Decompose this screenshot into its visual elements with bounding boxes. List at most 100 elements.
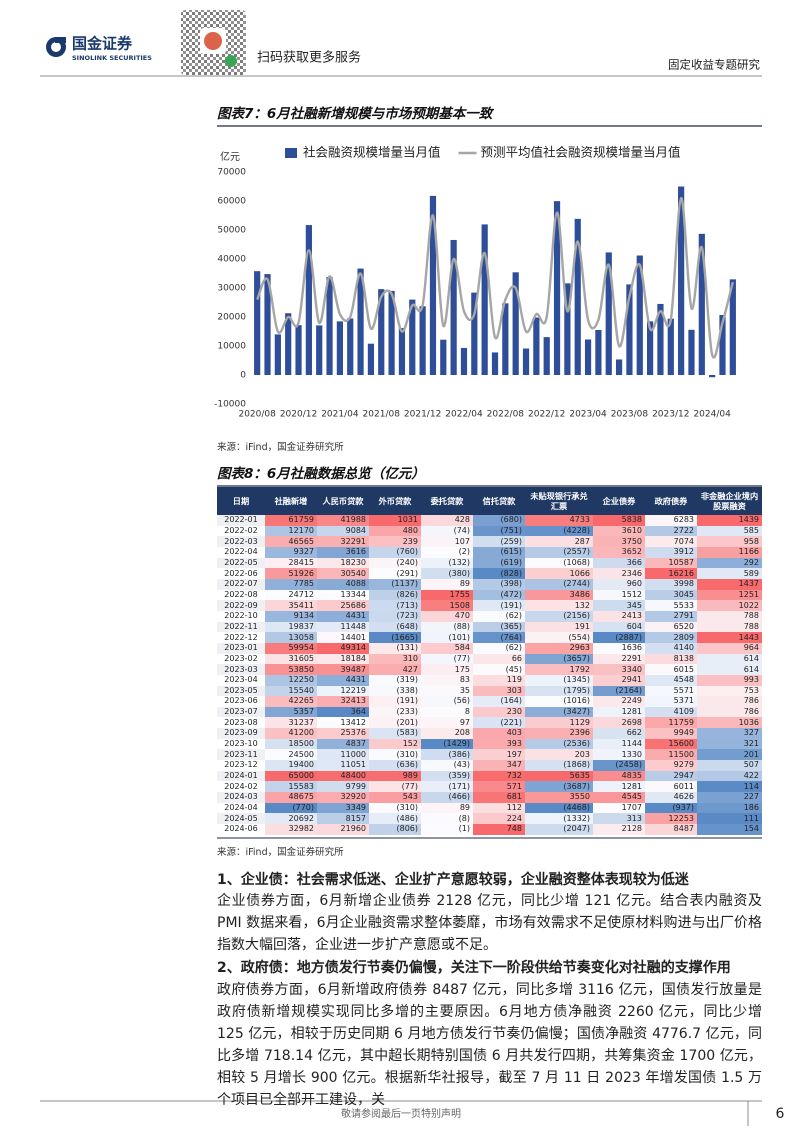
value-cell: 201	[697, 749, 762, 761]
value-cell: (466)	[421, 792, 473, 803]
value-cell: 345	[593, 600, 645, 611]
value-cell: 5533	[645, 600, 697, 611]
y-tick-label: 30000	[217, 284, 246, 294]
value-cell: 15540	[265, 685, 317, 697]
section-body: 政府债券方面，6月新增政府债券 8487 亿元，同比多增 3116 亿元，国债发…	[217, 982, 762, 1108]
value-cell: (770)	[265, 802, 317, 814]
value-cell: (319)	[369, 674, 421, 686]
y-tick-label: 60000	[217, 197, 246, 207]
value-cell: 4837	[317, 738, 369, 750]
value-cell: 366	[593, 557, 645, 569]
value-cell: (3657)	[525, 653, 593, 665]
value-cell: (77)	[421, 653, 473, 665]
value-cell: 993	[697, 674, 762, 686]
value-cell: (171)	[421, 781, 473, 793]
bar	[657, 303, 664, 375]
bar	[316, 325, 323, 375]
value-cell: (3427)	[525, 706, 593, 718]
date-cell: 2023-10	[217, 738, 265, 750]
value-cell: (2557)	[525, 546, 593, 558]
value-cell: 1129	[525, 717, 593, 729]
value-cell: 786	[697, 696, 762, 707]
value-cell: (233)	[369, 706, 421, 718]
value-cell: (4468)	[525, 802, 593, 814]
bar	[502, 303, 509, 375]
date-cell: 2022-04	[217, 546, 265, 558]
value-cell: 3912	[645, 546, 697, 558]
value-cell: 8487	[645, 824, 697, 835]
report-type: 固定收益专题研究	[668, 58, 760, 72]
table-header-cell: 外币贷款	[369, 487, 421, 515]
value-cell: 11448	[317, 621, 369, 633]
value-cell: 585	[697, 525, 762, 537]
bar	[429, 195, 437, 375]
value-cell: (310)	[369, 749, 421, 761]
value-cell: 32920	[317, 792, 369, 803]
value-cell: (380)	[421, 568, 473, 579]
x-tick-label: 2023/04	[569, 410, 607, 420]
value-cell: (338)	[369, 685, 421, 697]
value-cell: (1137)	[369, 578, 421, 590]
bar	[584, 339, 592, 375]
value-cell: (486)	[369, 813, 421, 825]
date-cell: 2022-01	[217, 515, 265, 526]
value-cell: 403	[473, 728, 525, 739]
bar	[678, 186, 685, 375]
bar	[595, 329, 602, 375]
legend-label: 社会融资规模增量当月值	[303, 145, 441, 160]
table-header-cell: 企业债券	[593, 487, 645, 515]
y-tick-label: -10000	[214, 400, 246, 410]
table-header-cell: 人民币贷款	[317, 487, 369, 515]
value-cell: 32982	[265, 824, 317, 835]
date-cell: 2022-02	[217, 525, 265, 537]
table-row: 2023-10 18500 4837 152 (1429) 393 (2536) 1144 15…	[217, 738, 762, 750]
value-cell: (359)	[421, 770, 473, 782]
table-row: 2023-08 31237 13412 (201) 97 (221) 1129 2698 117…	[217, 717, 762, 729]
value-cell: 393	[473, 738, 525, 750]
value-cell: 480	[369, 525, 421, 537]
section-body: 企业债券方面，6月新增企业债券 2128 亿元，同比少增 121 亿元。结合表内…	[217, 893, 762, 953]
bar	[709, 375, 716, 378]
value-cell: 347	[473, 760, 525, 771]
value-cell: 1437	[697, 578, 762, 590]
value-cell: (191)	[369, 696, 421, 707]
value-cell: 788	[697, 621, 762, 633]
value-cell: (764)	[473, 632, 525, 643]
date-cell: 2024-06	[217, 824, 265, 835]
value-cell: 41200	[265, 728, 317, 739]
value-cell: 422	[697, 770, 762, 782]
value-cell: (132)	[421, 557, 473, 569]
value-cell: 18230	[317, 557, 369, 569]
value-cell: 5838	[593, 515, 645, 526]
value-cell: (2458)	[593, 760, 645, 771]
bar	[419, 306, 426, 375]
value-cell: 239	[369, 536, 421, 547]
table-row: 2023-11 24500 11000 (310) (386) 197 203 1330 115…	[217, 749, 762, 761]
x-tick-label: 2021/12	[404, 410, 441, 420]
table-row: 2022-03 46565 32291 239 107 (259) 287 3750 7074 9…	[217, 536, 762, 547]
value-cell: 48675	[265, 792, 317, 803]
y-tick-label: 70000	[217, 168, 246, 178]
value-cell: 18500	[265, 738, 317, 750]
value-cell: 39487	[317, 664, 369, 675]
value-cell: 4545	[593, 792, 645, 803]
value-cell: 2722	[645, 525, 697, 537]
x-tick-label: 2022/12	[528, 410, 565, 420]
bar	[729, 279, 736, 375]
bar	[274, 334, 281, 375]
value-cell: 83	[421, 674, 473, 686]
bar	[285, 313, 292, 375]
value-cell: 5635	[525, 770, 593, 782]
value-cell: 12253	[645, 813, 697, 825]
table-header-cell: 社融新增	[265, 487, 317, 515]
value-cell: 13058	[265, 632, 317, 643]
date-cell: 2023-09	[217, 728, 265, 739]
value-cell: 1636	[593, 642, 645, 654]
value-cell: 4835	[593, 770, 645, 782]
value-cell: 25376	[317, 728, 369, 739]
bar	[605, 252, 612, 375]
value-cell: 28415	[265, 557, 317, 569]
table-header-cell: 信托贷款	[473, 487, 525, 515]
value-cell: 49314	[317, 642, 369, 654]
